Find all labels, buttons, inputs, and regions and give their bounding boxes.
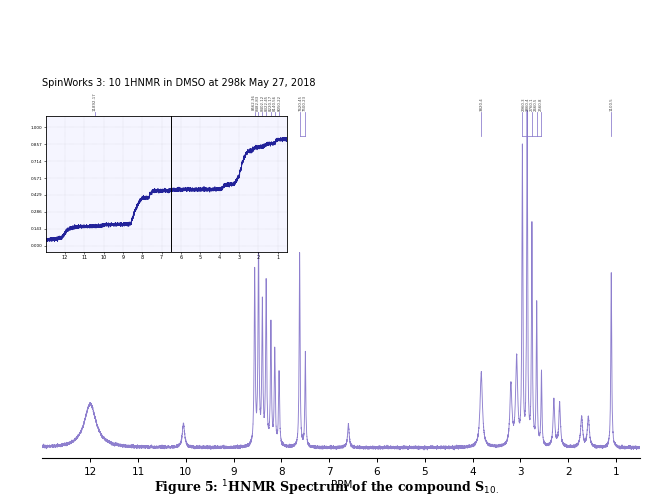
Text: Figure 5: $^{1}$HNMR Spectrum of the compound S$_{10.}$: Figure 5: $^{1}$HNMR Spectrum of the com…	[154, 478, 499, 498]
Text: 3820.4: 3820.4	[479, 97, 483, 111]
Text: 2960.3
2860.4
2760.1
2660.5
2560.8: 2960.3 2860.4 2760.1 2660.5 2560.8	[521, 97, 543, 111]
Text: 11892.17: 11892.17	[93, 92, 97, 111]
X-axis label: PPM: PPM	[330, 479, 352, 489]
Text: 7620.45
7500.23: 7620.45 7500.23	[298, 95, 307, 111]
Text: 1100.5: 1100.5	[609, 97, 613, 111]
Text: 8562.36
8482.83
8402.12
8322.45
8220.17
8140.56
8050.22: 8562.36 8482.83 8402.12 8322.45 8220.17 …	[251, 95, 281, 111]
Text: SpinWorks 3: 10 1HNMR in DMSO at 298k May 27, 2018: SpinWorks 3: 10 1HNMR in DMSO at 298k Ma…	[42, 78, 316, 88]
